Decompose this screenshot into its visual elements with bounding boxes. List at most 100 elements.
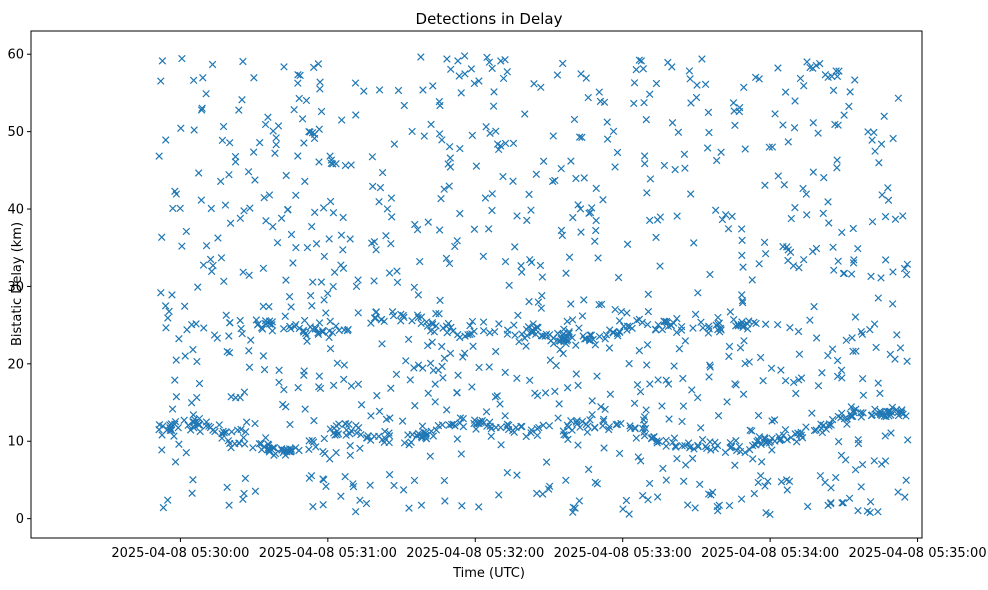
data-point [491, 393, 500, 401]
data-point [209, 261, 217, 270]
data-point [459, 414, 468, 423]
data-point [595, 88, 603, 96]
data-point [783, 436, 791, 444]
data-point [284, 205, 292, 214]
data-point [486, 422, 494, 430]
data-point [435, 310, 443, 318]
data-point [792, 438, 801, 446]
data-point [488, 64, 496, 73]
data-point [613, 148, 622, 157]
data-point [874, 379, 882, 387]
data-point [824, 198, 832, 206]
data-point [312, 240, 321, 248]
data-point [375, 407, 384, 416]
data-point [370, 277, 378, 285]
data-point [803, 502, 812, 511]
data-point [442, 406, 451, 414]
data-point [316, 78, 324, 86]
data-point [761, 181, 769, 189]
data-point [671, 165, 679, 174]
chart-title: Detections in Delay [416, 10, 563, 28]
data-point [251, 176, 259, 184]
data-point [611, 163, 619, 171]
data-point [492, 127, 500, 135]
data-point [457, 450, 466, 458]
data-point [570, 115, 579, 124]
data-point [569, 213, 577, 222]
data-point [414, 291, 423, 299]
data-point [779, 121, 787, 129]
data-point [575, 133, 584, 141]
data-point [903, 436, 912, 444]
data-point [894, 411, 903, 420]
data-point [882, 412, 890, 421]
data-point [715, 319, 724, 327]
data-point [635, 56, 644, 64]
data-point [595, 332, 604, 341]
data-point [725, 352, 733, 361]
x-tick-label: 2025-04-08 05:34:00 [701, 546, 839, 561]
data-point [587, 204, 596, 212]
data-point [737, 495, 746, 503]
data-point [578, 312, 587, 320]
data-point [468, 317, 477, 326]
data-point [605, 344, 614, 352]
data-point [225, 501, 233, 509]
data-point [428, 320, 437, 329]
data-point [444, 319, 453, 328]
data-point [192, 320, 200, 328]
data-point [339, 264, 348, 273]
data-point [834, 257, 842, 265]
data-point [826, 499, 835, 508]
data-point [169, 204, 177, 213]
data-point [750, 489, 759, 498]
data-point [579, 332, 587, 340]
data-point [846, 88, 854, 96]
data-point [756, 471, 765, 480]
data-point [333, 359, 342, 367]
data-point [466, 321, 474, 330]
data-point [681, 441, 689, 450]
data-point [745, 358, 753, 366]
data-point [678, 417, 686, 426]
data-point [645, 216, 654, 225]
data-point [538, 291, 546, 300]
data-point [320, 296, 328, 304]
data-point [593, 480, 602, 488]
data-point [503, 468, 512, 477]
data-point [189, 423, 197, 431]
data-point [889, 268, 897, 276]
data-point [567, 157, 575, 165]
data-point [626, 422, 634, 430]
data-point [792, 389, 800, 398]
data-point [614, 273, 623, 282]
data-point [287, 324, 295, 333]
data-point [790, 123, 799, 132]
data-point [852, 347, 860, 355]
data-point [668, 119, 677, 127]
data-point [693, 393, 702, 402]
data-point [886, 350, 895, 359]
data-point [202, 90, 210, 98]
data-point [695, 480, 704, 489]
data-point [849, 347, 857, 356]
data-point [456, 209, 464, 218]
data-point [814, 381, 823, 390]
data-point [429, 82, 437, 90]
data-point [829, 86, 838, 95]
data-point [260, 365, 269, 374]
data-point [839, 499, 847, 507]
data-point [849, 224, 857, 233]
data-point [469, 342, 477, 350]
data-point [643, 361, 651, 369]
data-point [285, 322, 294, 331]
data-point [599, 417, 608, 426]
data-point [850, 256, 858, 264]
data-point [238, 95, 246, 104]
data-point [658, 325, 667, 334]
data-point [522, 432, 530, 441]
data-point [264, 113, 272, 121]
data-point [847, 403, 856, 411]
data-point [639, 65, 648, 73]
data-point [656, 262, 664, 270]
